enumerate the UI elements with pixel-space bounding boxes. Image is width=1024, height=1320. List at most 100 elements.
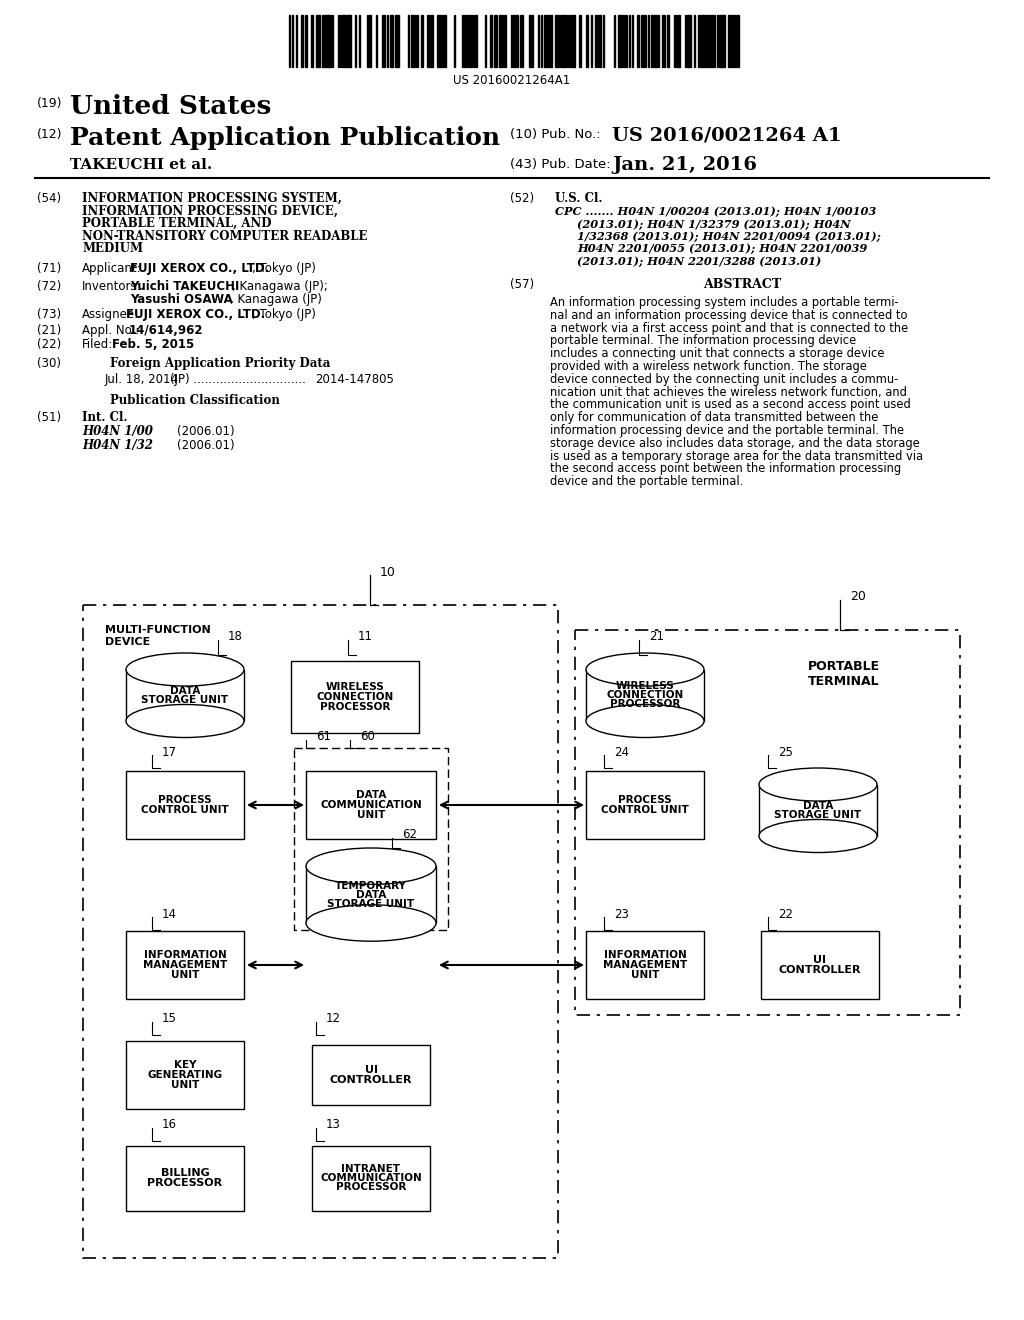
Text: COMMUNICATION: COMMUNICATION bbox=[321, 1173, 422, 1183]
Bar bbox=[723, 15, 725, 67]
Text: COMMUNICATION: COMMUNICATION bbox=[321, 800, 422, 810]
Text: , Tokyo (JP): , Tokyo (JP) bbox=[252, 308, 315, 321]
Text: (12): (12) bbox=[37, 128, 62, 141]
Bar bbox=[674, 15, 676, 67]
Bar bbox=[701, 15, 703, 67]
Bar bbox=[562, 15, 564, 67]
Text: only for communication of data transmitted between the: only for communication of data transmitt… bbox=[550, 412, 879, 424]
Bar bbox=[312, 1146, 430, 1210]
Text: device and the portable terminal.: device and the portable terminal. bbox=[550, 475, 743, 488]
Text: CONTROL UNIT: CONTROL UNIT bbox=[141, 805, 229, 814]
Text: Yasushi OSAWA: Yasushi OSAWA bbox=[130, 293, 232, 306]
Text: UI: UI bbox=[365, 1065, 378, 1074]
Text: 17: 17 bbox=[162, 746, 177, 759]
Bar bbox=[530, 15, 534, 67]
Bar bbox=[495, 15, 497, 67]
Text: INFORMATION: INFORMATION bbox=[603, 950, 686, 961]
Bar bbox=[586, 15, 588, 67]
Text: Feb. 5, 2015: Feb. 5, 2015 bbox=[112, 338, 195, 351]
Bar bbox=[475, 15, 477, 67]
Bar bbox=[126, 931, 244, 999]
Text: UNIT: UNIT bbox=[171, 969, 200, 979]
Bar bbox=[329, 15, 331, 67]
Ellipse shape bbox=[126, 705, 244, 738]
Bar bbox=[641, 15, 643, 67]
Ellipse shape bbox=[586, 705, 705, 738]
Text: PROCESSOR: PROCESSOR bbox=[610, 700, 680, 709]
Text: CONTROLLER: CONTROLLER bbox=[330, 1074, 413, 1085]
Text: STORAGE UNIT: STORAGE UNIT bbox=[328, 899, 415, 908]
Text: 24: 24 bbox=[614, 746, 629, 759]
Bar bbox=[564, 15, 566, 67]
Text: MANAGEMENT: MANAGEMENT bbox=[143, 960, 227, 970]
Bar bbox=[586, 771, 705, 840]
Text: ABSTRACT: ABSTRACT bbox=[702, 279, 781, 290]
Text: Int. Cl.: Int. Cl. bbox=[82, 411, 128, 424]
Bar bbox=[545, 15, 547, 67]
Text: Publication Classification: Publication Classification bbox=[110, 393, 280, 407]
Text: (51): (51) bbox=[37, 411, 61, 424]
Text: FUJI XEROX CO., LTD.: FUJI XEROX CO., LTD. bbox=[126, 308, 265, 321]
Text: information processing device and the portable terminal. The: information processing device and the po… bbox=[550, 424, 904, 437]
Text: INFORMATION PROCESSING DEVICE,: INFORMATION PROCESSING DEVICE, bbox=[82, 205, 338, 218]
Text: provided with a wireless network function. The storage: provided with a wireless network functio… bbox=[550, 360, 867, 374]
Bar bbox=[556, 15, 559, 67]
Bar bbox=[126, 669, 244, 721]
Bar bbox=[644, 15, 646, 67]
Text: (43) Pub. Date:: (43) Pub. Date: bbox=[510, 158, 610, 172]
Bar bbox=[586, 669, 705, 721]
Text: Yuichi TAKEUCHI: Yuichi TAKEUCHI bbox=[130, 280, 240, 293]
Text: , Kanagawa (JP);: , Kanagawa (JP); bbox=[232, 280, 328, 293]
Bar bbox=[324, 15, 326, 67]
Text: Inventors:: Inventors: bbox=[82, 280, 141, 293]
Text: device connected by the connecting unit includes a commu-: device connected by the connecting unit … bbox=[550, 372, 898, 385]
Bar bbox=[618, 15, 620, 67]
Bar bbox=[625, 15, 627, 67]
Text: TEMPORARY: TEMPORARY bbox=[335, 880, 407, 891]
Bar bbox=[430, 15, 432, 67]
Text: DATA: DATA bbox=[170, 686, 200, 696]
Bar bbox=[504, 15, 506, 67]
Text: Patent Application Publication: Patent Application Publication bbox=[70, 125, 500, 150]
Text: (10) Pub. No.:: (10) Pub. No.: bbox=[510, 128, 601, 141]
Bar bbox=[761, 931, 879, 999]
Bar bbox=[126, 1146, 244, 1210]
Text: Jul. 18, 2014: Jul. 18, 2014 bbox=[105, 374, 179, 385]
Bar bbox=[706, 15, 709, 67]
Ellipse shape bbox=[586, 653, 705, 686]
Bar bbox=[343, 15, 345, 67]
Bar bbox=[306, 866, 436, 923]
Text: CONNECTION: CONNECTION bbox=[316, 692, 393, 702]
Text: TAKEUCHI et al.: TAKEUCHI et al. bbox=[70, 158, 212, 172]
Bar bbox=[719, 15, 721, 67]
Bar bbox=[395, 15, 397, 67]
Text: (71): (71) bbox=[37, 261, 61, 275]
Text: UI: UI bbox=[813, 954, 826, 965]
Text: 10: 10 bbox=[380, 565, 396, 578]
Text: KEY: KEY bbox=[174, 1060, 197, 1071]
Text: PROCESSOR: PROCESSOR bbox=[147, 1177, 222, 1188]
Bar bbox=[369, 15, 371, 67]
Bar bbox=[571, 15, 573, 67]
Bar bbox=[735, 15, 737, 67]
Text: INFORMATION: INFORMATION bbox=[143, 950, 226, 961]
Text: Applicant:: Applicant: bbox=[82, 261, 141, 275]
Text: 16: 16 bbox=[162, 1118, 177, 1131]
Text: DEVICE: DEVICE bbox=[105, 638, 151, 647]
Bar bbox=[291, 661, 419, 733]
Bar bbox=[421, 15, 423, 67]
Text: PROCESS: PROCESS bbox=[158, 795, 212, 805]
Bar bbox=[513, 15, 515, 67]
Text: 61: 61 bbox=[316, 730, 331, 743]
Text: (72): (72) bbox=[37, 280, 61, 293]
Bar bbox=[721, 15, 723, 67]
Text: Jan. 21, 2016: Jan. 21, 2016 bbox=[612, 156, 757, 174]
Bar bbox=[490, 15, 492, 67]
Text: DATA: DATA bbox=[803, 801, 834, 810]
Text: 13: 13 bbox=[326, 1118, 341, 1131]
Text: Assignee:: Assignee: bbox=[82, 308, 139, 321]
Ellipse shape bbox=[306, 847, 436, 884]
Text: (30): (30) bbox=[37, 356, 61, 370]
Text: 2014-147805: 2014-147805 bbox=[315, 374, 394, 385]
Text: BILLING: BILLING bbox=[161, 1168, 209, 1177]
